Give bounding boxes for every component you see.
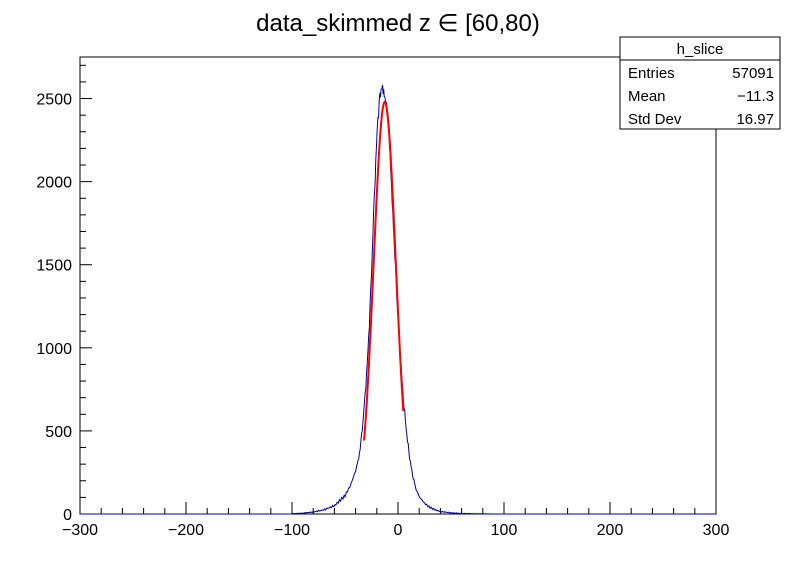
x-tick-label: −200 (168, 522, 204, 539)
chart-title: data_skimmed z ∈ [60,80) (256, 10, 540, 37)
x-tick-label: −300 (62, 522, 98, 539)
y-tick-label: 2500 (36, 92, 72, 109)
stats-mean-label: Mean (628, 88, 666, 105)
x-tick-label: −100 (274, 522, 310, 539)
stats-box: h_slice Entries 57091 Mean −11.3 Std Dev… (619, 36, 781, 130)
stats-entries-label: Entries (628, 65, 675, 82)
x-tick-label: 0 (394, 522, 403, 539)
y-tick-label: 1500 (36, 258, 72, 275)
x-tick-label: 100 (491, 522, 518, 539)
fit-curve (363, 100, 405, 441)
stats-stddev-label: Std Dev (628, 111, 682, 128)
stats-entries-value: 57091 (732, 65, 774, 82)
plot-series (80, 84, 716, 515)
x-axis: −300 −200 −100 0 100 200 300 (62, 502, 729, 539)
y-tick-label: 500 (45, 424, 72, 441)
y-tick-label: 1000 (36, 341, 72, 358)
x-tick-label: 300 (703, 522, 730, 539)
stats-box-title: h_slice (677, 41, 724, 58)
y-axis: 0 500 1000 1500 2000 2500 (36, 64, 92, 524)
stats-stddev-value: 16.97 (736, 111, 774, 128)
y-tick-label: 2000 (36, 175, 72, 192)
y-tick-label: 0 (63, 507, 72, 524)
stats-box-frame (619, 36, 781, 130)
stats-mean-value: −11.3 (737, 88, 774, 105)
x-tick-label: 200 (597, 522, 624, 539)
